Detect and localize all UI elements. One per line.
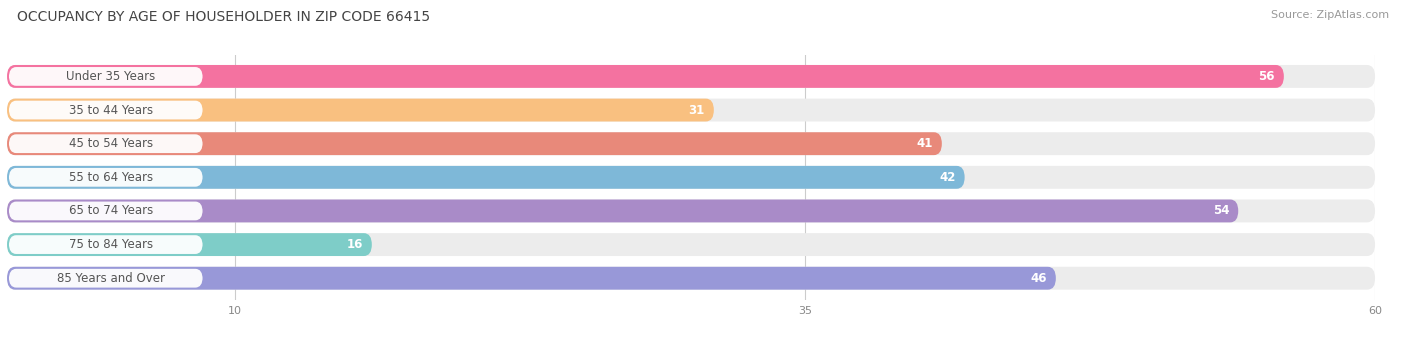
Text: 42: 42 (939, 171, 956, 184)
FancyBboxPatch shape (7, 267, 1375, 290)
Text: 75 to 84 Years: 75 to 84 Years (69, 238, 153, 251)
Text: OCCUPANCY BY AGE OF HOUSEHOLDER IN ZIP CODE 66415: OCCUPANCY BY AGE OF HOUSEHOLDER IN ZIP C… (17, 10, 430, 24)
FancyBboxPatch shape (7, 166, 965, 189)
FancyBboxPatch shape (7, 166, 1375, 189)
FancyBboxPatch shape (7, 199, 1375, 222)
FancyBboxPatch shape (8, 235, 202, 254)
FancyBboxPatch shape (7, 267, 1056, 290)
FancyBboxPatch shape (7, 132, 1375, 155)
FancyBboxPatch shape (8, 269, 202, 287)
Text: 85 Years and Over: 85 Years and Over (56, 272, 165, 285)
FancyBboxPatch shape (7, 99, 714, 121)
Text: Source: ZipAtlas.com: Source: ZipAtlas.com (1271, 10, 1389, 20)
FancyBboxPatch shape (7, 65, 1375, 88)
Text: 54: 54 (1212, 205, 1229, 218)
Text: 41: 41 (917, 137, 932, 150)
FancyBboxPatch shape (7, 199, 1239, 222)
Text: 31: 31 (689, 104, 704, 117)
FancyBboxPatch shape (7, 99, 1375, 121)
FancyBboxPatch shape (8, 67, 202, 86)
FancyBboxPatch shape (8, 202, 202, 220)
Text: 55 to 64 Years: 55 to 64 Years (69, 171, 153, 184)
FancyBboxPatch shape (7, 132, 942, 155)
Text: 45 to 54 Years: 45 to 54 Years (69, 137, 153, 150)
Text: 56: 56 (1258, 70, 1275, 83)
FancyBboxPatch shape (8, 168, 202, 187)
Text: 65 to 74 Years: 65 to 74 Years (69, 205, 153, 218)
FancyBboxPatch shape (7, 65, 1284, 88)
FancyBboxPatch shape (7, 233, 1375, 256)
Text: 16: 16 (346, 238, 363, 251)
FancyBboxPatch shape (8, 134, 202, 153)
FancyBboxPatch shape (8, 101, 202, 119)
Text: 35 to 44 Years: 35 to 44 Years (69, 104, 153, 117)
FancyBboxPatch shape (7, 233, 371, 256)
Text: Under 35 Years: Under 35 Years (66, 70, 156, 83)
Text: 46: 46 (1031, 272, 1046, 285)
